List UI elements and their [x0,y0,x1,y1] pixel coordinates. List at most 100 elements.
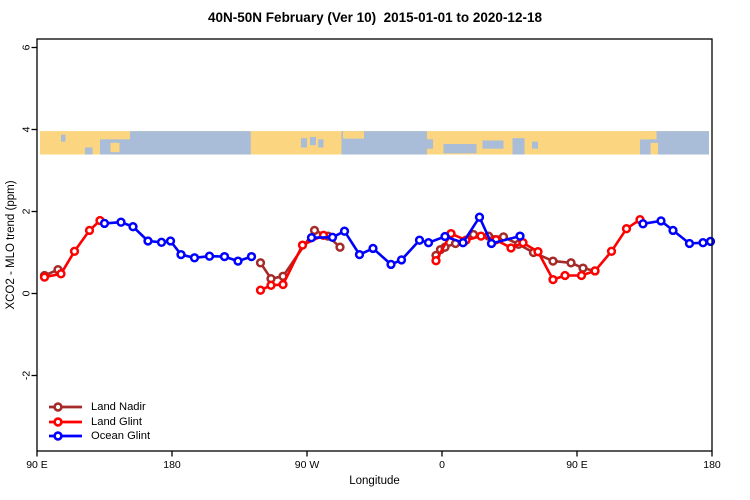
map-ocean-region [650,131,709,155]
data-point [156,237,167,247]
map-ocean-region [130,131,251,155]
data-point [560,270,570,281]
data-point [476,231,486,241]
data-series [39,212,716,295]
map-land-region [110,142,120,153]
data-point [566,258,576,268]
land-glint-marker-icon [49,417,82,427]
data-point [705,236,716,247]
data-point [621,224,632,234]
data-point [684,238,695,249]
axes: 90 E 180 90 W 0 90 E 180 6 4 2 0 -2 [21,38,721,471]
data-point [396,255,407,265]
data-point [578,263,588,273]
map-ocean-region [310,136,316,146]
data-point [656,216,666,226]
data-point [69,246,80,256]
y-tick-label: 4 [21,126,33,132]
legend-label: Ocean Glint [91,430,151,443]
data-point [486,238,497,249]
data-point [354,249,365,260]
data-point [99,218,110,229]
data-point [414,235,425,245]
chart-title: 40N-50N February (Ver 10) 2015-01-01 to … [208,10,542,25]
map-ocean-region [640,139,651,155]
map-band [40,131,709,155]
data-point [309,225,320,236]
data-point [219,251,230,262]
map-land-region [650,142,658,155]
data-point [143,236,153,246]
data-point [246,251,257,262]
data-point [386,259,396,270]
data-point [297,240,308,250]
land-nadir-marker-icon [49,402,82,412]
data-point [590,266,600,276]
map-ocean-region [532,141,538,149]
data-point [306,233,317,243]
legend-item-ocean-glint: Ocean Glint [48,429,150,444]
data-point [506,243,516,253]
map-ocean-region [85,147,93,155]
legend-label: Land Nadir [91,401,146,413]
data-point [548,274,558,285]
x-tick-label: 90 E [26,459,48,471]
x-axis-title: Longitude [349,475,400,487]
data-point [668,225,678,236]
data-point [233,256,243,266]
map-land-region [343,131,364,139]
map-ocean-region [427,139,433,149]
data-point [255,285,266,295]
data-point [698,238,708,248]
map-ocean-region [512,138,525,155]
data-point [116,217,126,227]
data-point [335,242,345,252]
data-point [576,270,587,281]
data-point [638,219,648,229]
data-point [368,243,378,254]
data-point [458,238,468,248]
data-point [176,249,186,260]
map-ocean-region [61,134,66,142]
y-tick-label: 6 [21,44,33,50]
legend-item-land-glint: Land Glint [48,415,150,430]
plot-box [36,38,713,452]
data-point [56,269,66,279]
data-point [515,231,525,241]
x-tick-label: 90 W [295,459,320,471]
data-point [440,231,450,242]
data-point [474,212,485,222]
data-point [533,247,543,257]
data-point [606,246,617,256]
x-tick-label: 0 [439,459,445,471]
data-point [327,232,338,242]
data-point [278,279,288,290]
map-ocean-region [318,139,324,148]
map-ocean-region [443,143,477,154]
data-point [339,226,350,236]
data-point [204,251,215,261]
x-tick-label: 90 E [566,459,588,471]
map-land-region [640,131,657,140]
data-point [431,256,441,266]
data-point [84,225,95,236]
y-tick-label: 2 [21,208,33,214]
map-ocean-region [301,138,307,148]
data-point [165,236,176,246]
data-point [39,272,50,282]
y-tick-label: -2 [21,371,33,380]
series-land-glint [39,215,645,295]
map-ocean-region [482,140,504,149]
x-tick-label: 180 [703,459,721,471]
data-point [266,280,276,290]
data-point [189,253,200,263]
legend-label: Land Glint [91,415,142,428]
ocean-glint-marker-icon [49,431,82,442]
x-tick-label: 180 [163,459,181,471]
legend-item-land-nadir: Land Nadir [48,400,150,415]
data-point [548,256,558,266]
data-point [423,238,434,248]
series-ocean-glint [99,212,716,270]
